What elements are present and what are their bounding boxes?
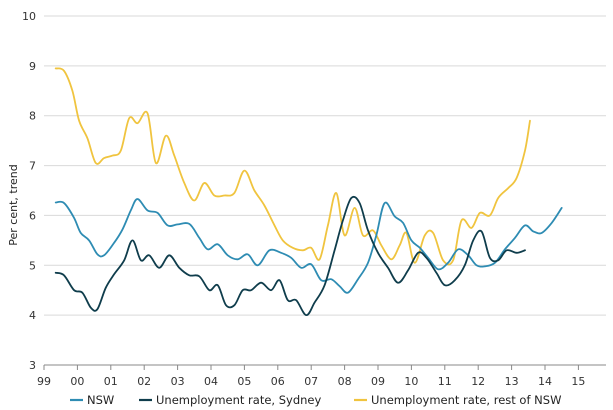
legend-label-nsw: NSW <box>87 393 114 407</box>
y-axis-title: Per cent, trend <box>7 164 20 245</box>
legend: NSW Unemployment rate, Sydney Unemployment… <box>70 393 561 407</box>
x-tick-label: 06 <box>271 375 285 388</box>
series-line-unemployment-rate-rest-of-nsw <box>54 67 531 266</box>
x-tick-label: 08 <box>338 375 352 388</box>
x-tick-label: 07 <box>304 375 318 388</box>
legend-label-unemployment-rate-rest-of-nsw: Unemployment rate, rest of NSW <box>371 393 561 407</box>
x-tick-label: 14 <box>538 375 552 388</box>
x-tick-label: 04 <box>204 375 218 388</box>
y-tick-label: 9 <box>29 60 36 73</box>
y-tick-label: 6 <box>29 209 36 222</box>
axes <box>43 364 606 370</box>
y-tick-label: 8 <box>29 110 36 123</box>
x-tick-label: 05 <box>237 375 251 388</box>
x-tick-label: 13 <box>505 375 519 388</box>
series-lines <box>54 67 563 316</box>
y-tick-labels: 3 4 5 6 7 8 9 10 <box>22 10 36 372</box>
x-tick-label: 02 <box>137 375 151 388</box>
y-tick-label: 3 <box>29 359 36 372</box>
x-tick-label: 03 <box>171 375 185 388</box>
y-tick-label: 4 <box>29 309 36 322</box>
y-tick-label: 5 <box>29 259 36 272</box>
series-line-unemployment-rate-sydney <box>54 195 526 316</box>
y-tick-label: 7 <box>29 160 36 173</box>
legend-label-unemployment-rate-sydney: Unemployment rate, Sydney <box>156 393 321 407</box>
y-tick-label: 10 <box>22 10 36 23</box>
x-tick-label: 09 <box>371 375 385 388</box>
series-line-nsw <box>54 198 563 294</box>
grid-lines <box>44 15 606 316</box>
x-tick-label: 15 <box>571 375 585 388</box>
x-tick-label: 00 <box>70 375 84 388</box>
x-tick-label: 11 <box>438 375 452 388</box>
x-tick-label: 10 <box>404 375 418 388</box>
x-tick-label: 12 <box>471 375 485 388</box>
x-tick-label: 01 <box>104 375 118 388</box>
x-tick-label: 99 <box>37 375 51 388</box>
x-tick-labels: 99 00 01 02 03 04 05 06 07 08 09 10 11 12 13 14 15 <box>37 375 585 388</box>
